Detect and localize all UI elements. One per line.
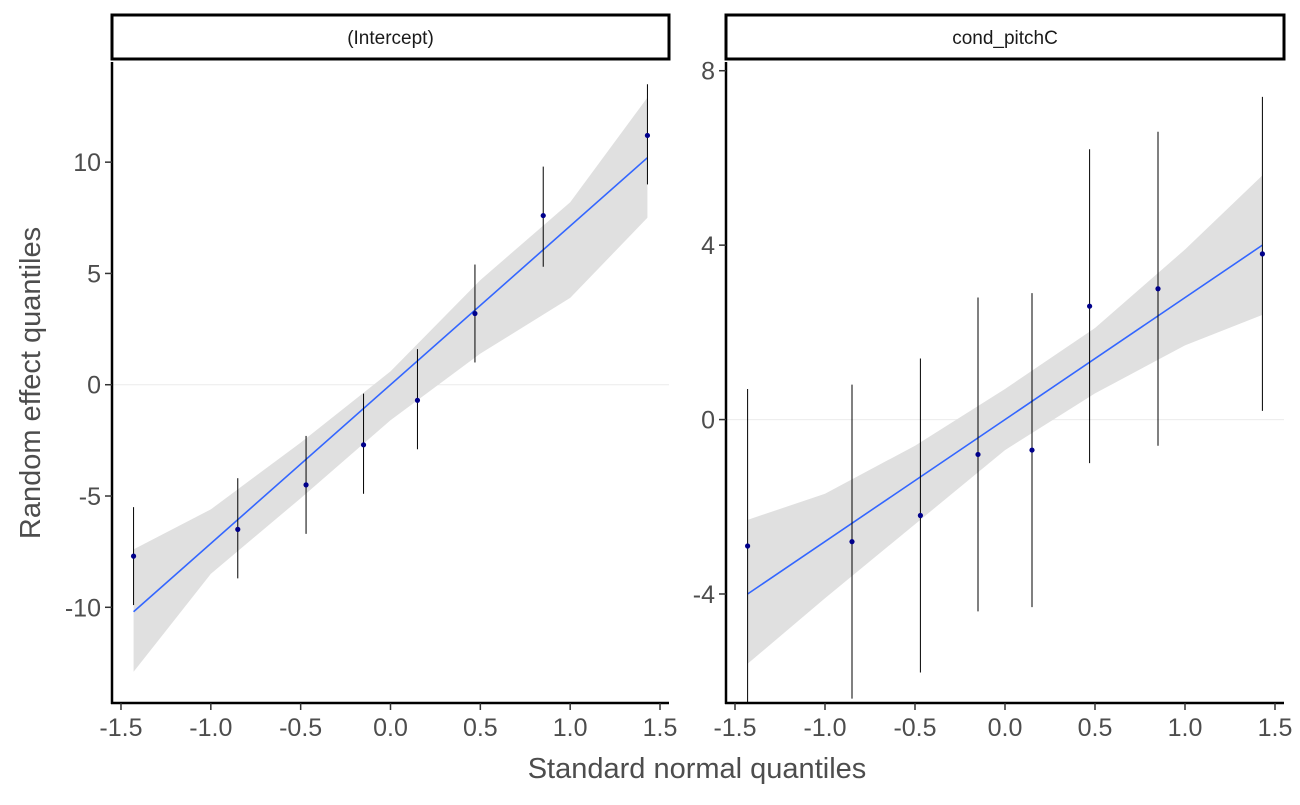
x-tick-label: -1.5 (99, 714, 142, 742)
x-tick-label: 0.5 (1078, 714, 1113, 742)
y-tick-label: -10 (65, 594, 101, 622)
data-point (745, 543, 751, 549)
fit-line (133, 157, 648, 613)
data-point (130, 553, 137, 559)
panel-strip (724, 13, 1286, 61)
data-point (644, 132, 651, 139)
x-tick-label: 0.0 (988, 714, 1023, 742)
x-tick-label: -1.0 (803, 714, 846, 742)
x-tick-label: -1.5 (713, 714, 756, 742)
y-axis-title: Random effect quantiles (15, 227, 47, 539)
data-point (472, 310, 478, 317)
x-tick-label: 0.5 (463, 714, 498, 742)
data-point (975, 451, 981, 458)
data-point (303, 482, 309, 488)
y-tick-label: 0 (701, 407, 715, 435)
x-tick-label: 1.0 (553, 714, 588, 742)
data-point (540, 212, 546, 219)
y-tick-label: 4 (701, 232, 715, 260)
x-tick-label: 1.5 (643, 714, 678, 742)
x-axis-title: Standard normal quantiles (528, 753, 867, 785)
x-tick-label: 1.5 (1258, 714, 1293, 742)
data-point (1259, 251, 1265, 257)
y-tick-label: 0 (87, 372, 101, 400)
panel-2: cond_pitchC -4 0 4 8 -1.5 -1.0 -0.5 0.0 0.5 1.0 1.5 (693, 13, 1293, 742)
data-point (414, 397, 421, 403)
panel-1: (Intercept) -10 -5 0 5 10 -1.5 -1.0 -0.5 0.0 0.5 1.… (65, 13, 678, 742)
x-tick-label: -0.5 (893, 714, 936, 742)
data-point (1029, 447, 1035, 453)
y-tick-label: 5 (87, 260, 101, 288)
y-tick-label: -5 (79, 483, 101, 511)
data-point (235, 526, 241, 532)
x-tick-label: -1.0 (189, 714, 232, 742)
fit-line (747, 244, 1263, 595)
panel-title: cond_pitchC (952, 28, 1058, 49)
data-point (1155, 286, 1161, 292)
y-tick-label: 8 (701, 58, 715, 86)
y-tick-label: -4 (693, 581, 715, 609)
x-tick-label: 1.0 (1168, 714, 1203, 742)
data-point (917, 512, 924, 519)
data-point (360, 442, 367, 448)
x-tick-label: -0.5 (279, 714, 322, 742)
x-tick-label: 0.0 (373, 714, 408, 742)
data-point (849, 539, 855, 545)
panel-title: (Intercept) (347, 28, 434, 49)
y-tick-label: 10 (73, 149, 101, 177)
data-point (1087, 303, 1093, 309)
panel-strip (110, 13, 671, 61)
